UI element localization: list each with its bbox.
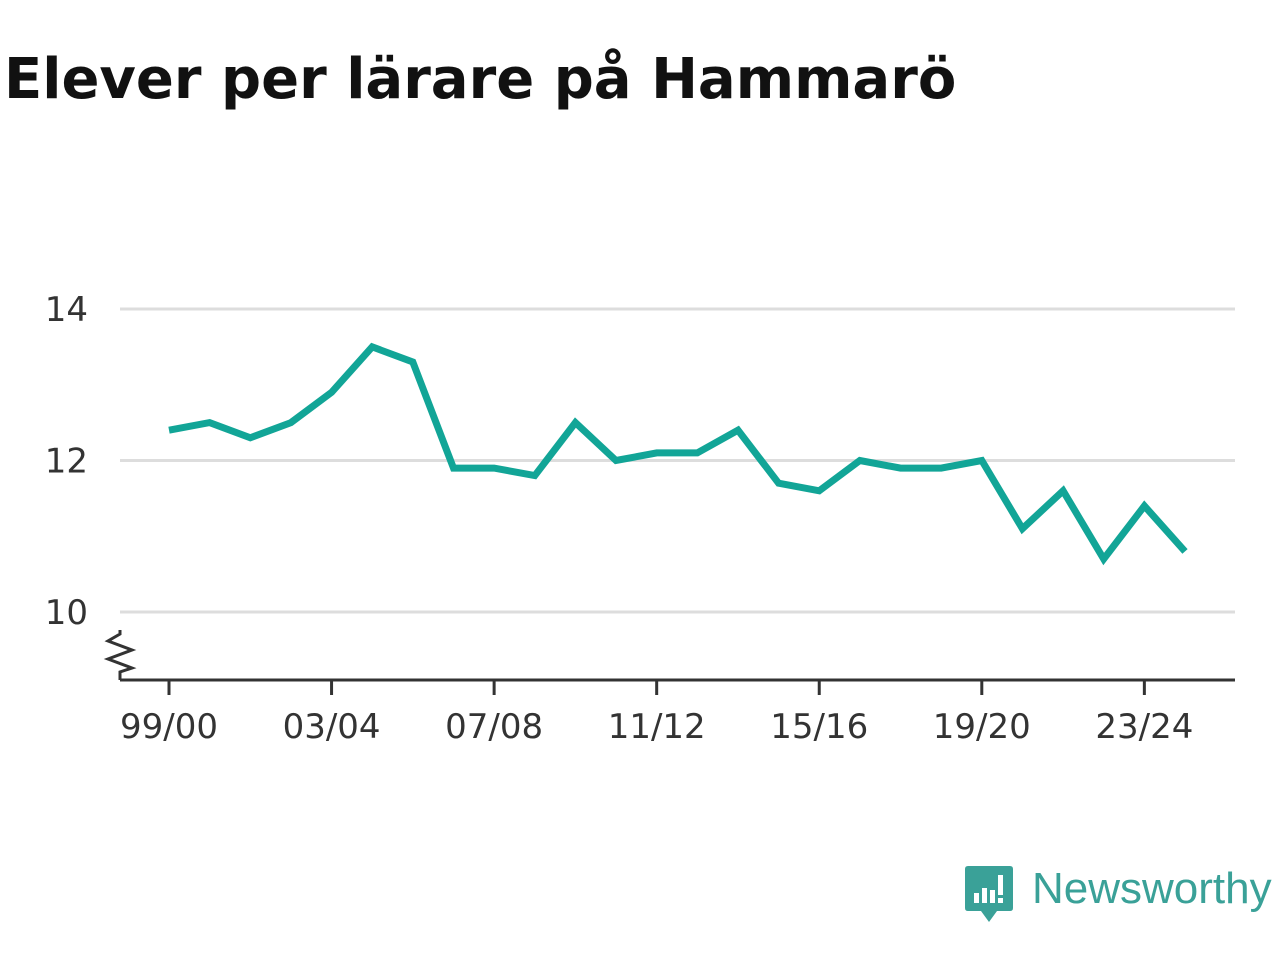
x-tick-label: 23/24 bbox=[1095, 707, 1193, 747]
series-layer bbox=[168, 342, 1188, 566]
tick-labels: 10 12 14 99/00 03/04 07/08 11/12 15/16 19/20 23/2… bbox=[45, 290, 1194, 747]
chart-title: Elever per lärare på Hammarö bbox=[4, 47, 957, 112]
gridlines bbox=[120, 307, 1235, 614]
y-tick-label: 10 bbox=[45, 593, 88, 633]
x-tick-label: 19/20 bbox=[933, 707, 1031, 747]
y-tick-label: 12 bbox=[45, 442, 88, 482]
brand-name: Newsworthy bbox=[1032, 864, 1272, 913]
x-tick-label: 99/00 bbox=[120, 707, 218, 747]
x-tick-label: 07/08 bbox=[445, 707, 543, 747]
y-tick-label: 14 bbox=[45, 290, 88, 330]
axes bbox=[103, 630, 1235, 695]
y-axis-break bbox=[103, 630, 137, 680]
series-line bbox=[168, 342, 1188, 566]
newsworthy-logo-icon bbox=[965, 866, 1013, 922]
x-tick-label: 15/16 bbox=[770, 707, 868, 747]
x-tick-label: 03/04 bbox=[283, 707, 381, 747]
brand-logo: Newsworthy bbox=[964, 864, 1272, 928]
x-tick-label: 11/12 bbox=[608, 707, 706, 747]
